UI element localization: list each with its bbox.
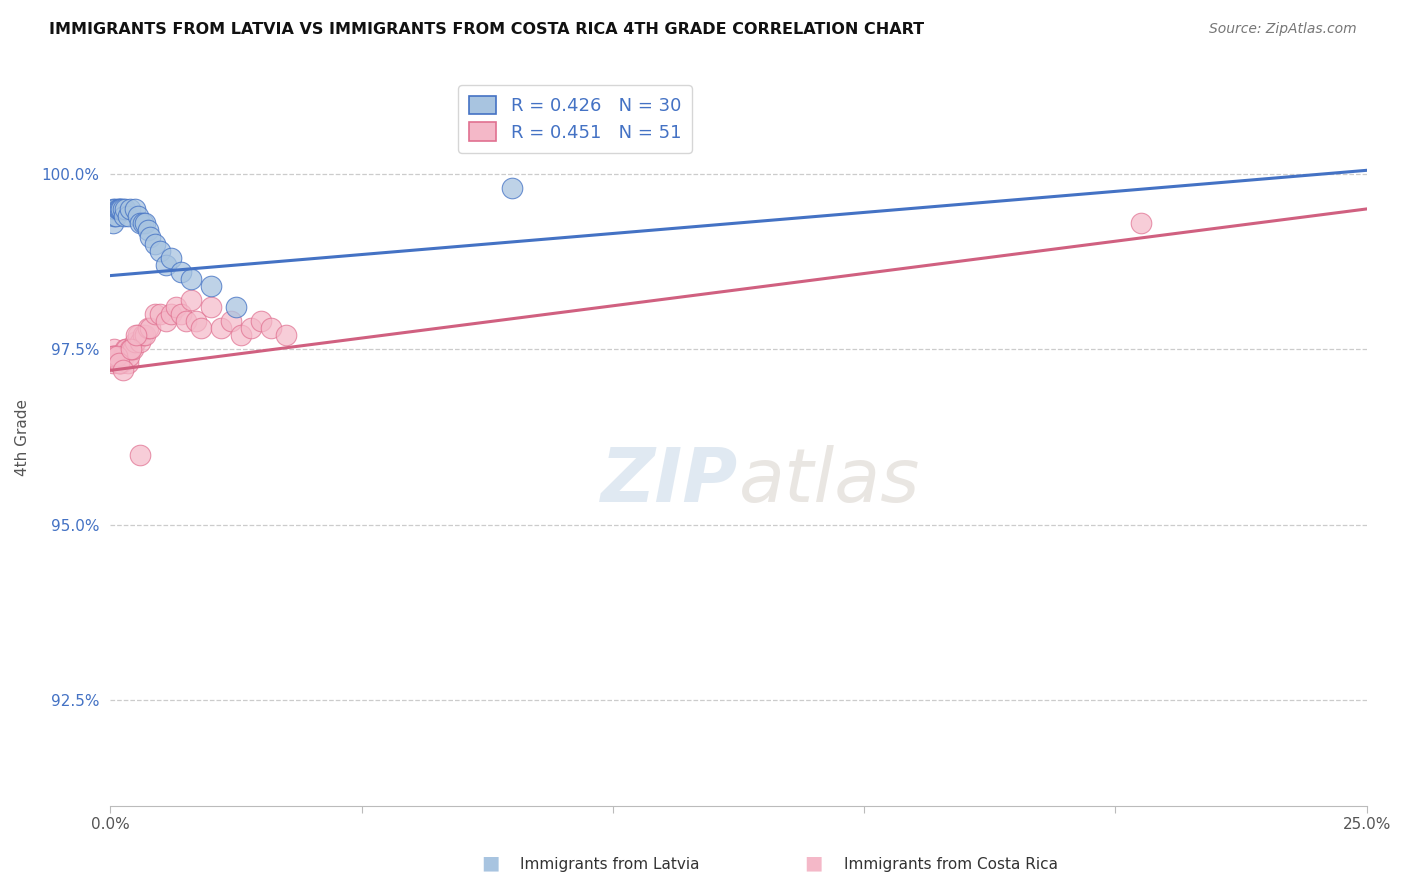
Point [103,209,125,223]
Point [190,321,212,335]
Point [110,356,132,370]
Point [108,356,131,370]
Point [103,349,125,363]
Point [239,321,262,335]
Point [139,321,162,335]
Point [127,209,149,223]
Point [501,181,523,195]
Point [125,328,148,343]
Text: Immigrants from Costa Rica: Immigrants from Costa Rica [844,857,1057,872]
Point [111,202,134,216]
Point [101,202,124,216]
Point [120,343,142,357]
Point [149,307,172,321]
Point [134,216,156,230]
Text: ■: ■ [481,854,499,872]
Point [159,307,181,321]
Point [112,349,135,363]
Point [180,272,202,286]
Point [149,244,172,258]
Point [101,349,124,363]
Point [134,328,156,343]
Point [110,356,132,370]
Point [184,314,207,328]
Point [260,321,283,335]
Point [110,202,132,216]
Point [155,314,177,328]
Point [209,321,232,335]
Text: ■: ■ [804,854,823,872]
Point [276,328,298,343]
Point [107,349,129,363]
Text: ZIP: ZIP [602,445,738,517]
Point [101,349,124,363]
Y-axis label: 4th Grade: 4th Grade [15,399,30,475]
Legend: R = 0.426   N = 30, R = 0.451   N = 51: R = 0.426 N = 30, R = 0.451 N = 51 [458,85,692,153]
Point [107,356,129,370]
Point [103,356,125,370]
Point [112,209,135,223]
Point [136,321,159,335]
Point [104,349,127,363]
Point [174,314,197,328]
Point [129,448,152,462]
Point [132,328,155,343]
Point [145,237,167,252]
Point [124,202,146,216]
Text: atlas: atlas [738,445,920,517]
Point [219,314,242,328]
Point [104,202,127,216]
Point [124,335,146,350]
Point [121,343,143,357]
Point [110,202,132,216]
Point [107,202,129,216]
Point [127,328,149,343]
Point [145,307,167,321]
Point [105,349,128,363]
Point [229,328,252,343]
Point [169,307,191,321]
Point [159,251,181,265]
Point [105,209,128,223]
Text: Source: ZipAtlas.com: Source: ZipAtlas.com [1209,22,1357,37]
Point [120,202,142,216]
Text: IMMIGRANTS FROM LATVIA VS IMMIGRANTS FROM COSTA RICA 4TH GRADE CORRELATION CHART: IMMIGRANTS FROM LATVIA VS IMMIGRANTS FRO… [49,22,924,37]
Point [1129,216,1152,230]
Point [101,216,124,230]
Point [200,279,222,293]
Point [165,300,187,314]
Point [111,349,134,363]
Point [129,335,152,350]
Point [118,349,141,363]
Point [114,343,136,357]
Point [120,343,142,357]
Point [250,314,273,328]
Point [155,258,177,272]
Point [117,209,139,223]
Point [105,349,128,363]
Point [108,202,131,216]
Point [129,216,152,230]
Point [136,223,159,237]
Text: Immigrants from Latvia: Immigrants from Latvia [520,857,700,872]
Point [169,265,191,279]
Point [200,300,222,314]
Point [115,343,138,357]
Point [139,230,162,244]
Point [132,216,155,230]
Point [103,343,125,357]
Point [180,293,202,308]
Point [114,202,136,216]
Point [225,300,247,314]
Point [117,356,139,370]
Point [112,363,135,377]
